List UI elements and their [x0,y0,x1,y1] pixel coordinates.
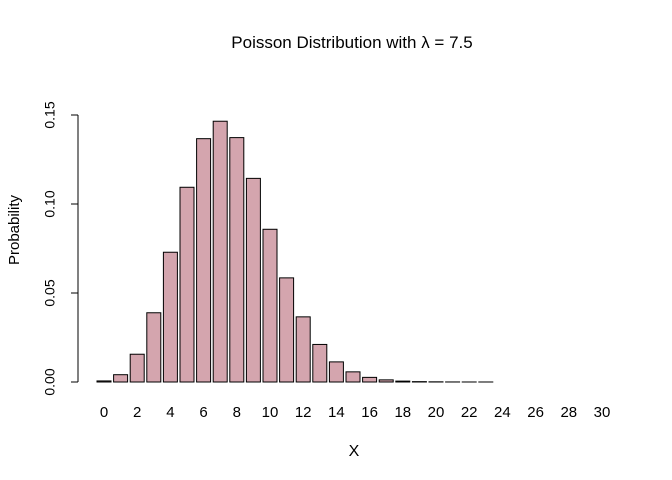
x-tick-label: 18 [394,404,411,421]
bar-x-15 [345,371,361,383]
x-tick-label: 8 [233,404,241,421]
x-tick-label: 30 [594,404,611,421]
bar-x-10 [262,228,278,383]
bar-x-12 [295,316,311,383]
bar-x-17 [378,379,394,383]
bar-x-6 [196,138,212,383]
x-tick-label: 2 [133,404,141,421]
y-tick-label: 0.05 [42,279,58,306]
x-tick-label: 12 [295,404,312,421]
x-tick-label: 4 [166,404,174,421]
x-tick-label: 6 [199,404,207,421]
bar-x-11 [279,277,295,383]
x-tick-label: 0 [100,404,108,421]
x-tick-label: 16 [361,404,378,421]
y-axis-label: Probability [6,194,23,265]
bar-x-14 [328,361,344,383]
y-tick-label: 0.00 [42,368,58,395]
bar-x-2 [129,353,145,383]
y-axis: 0.00 0.05 0.10 0.15 [42,101,79,396]
bar-x-9 [245,177,261,383]
y-tick-label: 0.10 [42,190,58,217]
bar-x-5 [179,186,195,383]
x-tick-label: 24 [494,404,511,421]
x-tick-label: 26 [527,404,544,421]
bar-x-8 [229,137,245,383]
x-tick-label: 14 [328,404,345,421]
y-tick-label: 0.15 [42,101,58,128]
bar-x-3 [146,312,162,383]
x-tick-label: 20 [428,404,445,421]
bar-x-0 [96,380,112,383]
x-tick-label: 10 [262,404,279,421]
bar-x-1 [113,374,129,383]
bar-x-13 [312,343,328,383]
x-tick-label: 22 [461,404,478,421]
bar-x-7 [212,120,228,383]
x-tick-label: 28 [560,404,577,421]
bar-x-18 [395,380,411,383]
bar-x-16 [362,376,378,383]
bar-x-4 [162,251,178,383]
x-axis-label: X [349,443,360,460]
bars-layer [96,120,494,383]
chart-title: Poisson Distribution with λ = 7.5 [231,33,472,52]
x-tick-labels: 0 2 4 6 8 10 12 14 16 18 20 22 24 26 28 30 [100,404,611,421]
